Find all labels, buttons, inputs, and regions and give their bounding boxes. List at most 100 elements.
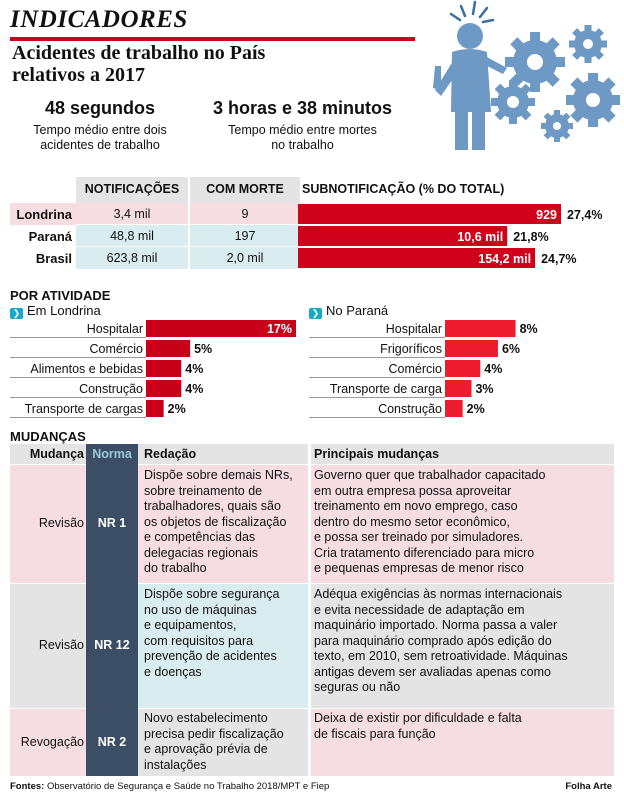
- subnotification-bar: [298, 204, 561, 224]
- text-line: trabalhadores, quais são: [144, 499, 281, 513]
- text-line: Dispõe sobre demais NRs,: [144, 468, 293, 482]
- changes-section-title: MUDANÇAS: [10, 429, 86, 444]
- activity-bar: [146, 320, 296, 337]
- source-note: Fontes: Observatório de Segurança e Saúd…: [10, 781, 329, 792]
- cell-notificacoes: 3,4 mil: [113, 207, 151, 221]
- stat-caption-line-1: Tempo médio entre dois: [33, 123, 167, 137]
- category-label: Hospitalar: [87, 322, 143, 336]
- row-label: Paraná: [28, 229, 72, 244]
- subnotification-bar: [298, 226, 508, 246]
- category-label: Transporte de carga: [330, 382, 442, 396]
- cell-redacao: Novo estabelecimento precisa pedir fiscal…: [144, 711, 284, 773]
- cell-mudanca: Revisão: [38, 516, 84, 530]
- bar-value-label: 10,6 mil: [457, 230, 503, 244]
- norma-column-bg: [86, 444, 138, 776]
- text-line: Cria tratamento diferenciado para micro: [314, 545, 535, 560]
- stat-value: 3 horas e 38 minutos: [212, 98, 393, 118]
- activity-bar: [146, 400, 164, 417]
- cell-norma: NR 12: [94, 638, 130, 652]
- col-header-redacao: Redação: [144, 447, 197, 461]
- bar-value-label: 6%: [502, 342, 520, 356]
- title-line-1: Acidentes de trabalho no País: [12, 42, 266, 64]
- cell-principais: Adéqua exigências às normas internaciona…: [314, 587, 568, 696]
- highlight-row-bg: [10, 203, 300, 225]
- stat-value: 48 segundos: [44, 98, 156, 118]
- header-row-bg: [10, 444, 614, 464]
- text-line: texto, em 2010, sem retroatividade. Máqu…: [314, 649, 568, 663]
- bar-value-label: 8%: [520, 322, 538, 336]
- category-label: Comércio: [389, 362, 443, 376]
- text-line: Novo estabelecimento: [144, 711, 268, 725]
- text-line: delegacias regionais: [144, 545, 258, 560]
- text-line: e evita necessidade de adaptação em: [314, 602, 525, 617]
- cell-mudanca: Revisão: [38, 638, 84, 652]
- text-line: e competências das: [144, 530, 256, 544]
- text-line: treinamento em novo emprego, caso: [314, 499, 518, 513]
- title-line-2: relativos a 2017: [12, 64, 145, 86]
- category-label: Construção: [79, 382, 143, 396]
- cell-com-morte: 2,0 mil: [226, 251, 264, 265]
- bar-percent-label: 27,4%: [567, 208, 602, 222]
- text-line: Adéqua exigências às normas internaciona…: [314, 587, 563, 601]
- text-line: de fiscais para função: [314, 726, 436, 741]
- subnotification-bars: 929 27,4% 10,6 mil 21,8% 154,2 mil 24,7%: [298, 204, 602, 268]
- row-divider: [76, 224, 300, 225]
- bar-percent-label: 24,7%: [541, 252, 576, 266]
- bar-value-label: 2%: [168, 402, 186, 416]
- activity-bar: [445, 400, 463, 417]
- text-line: para maquinário comprado após edição do: [314, 633, 552, 648]
- col-header-mudanca: Mudança: [29, 447, 84, 461]
- worker-gears-illustration: [433, 0, 620, 150]
- col-header-com-morte: COM MORTE: [206, 182, 284, 196]
- stat-block-accidents: 48 segundos Tempo médio entre dois acide…: [10, 98, 190, 153]
- activity-bar: [445, 340, 498, 357]
- category-label: Frigoríficos: [380, 342, 442, 356]
- category-label: Alimentos e bebidas: [30, 362, 143, 376]
- text-line: e possa ser treinado por simuladores.: [314, 530, 524, 544]
- cell-redacao: Dispõe sobre segurança no uso de máquinas…: [144, 587, 280, 680]
- text-line: em outra empresa possa aproveitar: [314, 483, 512, 498]
- cell-redacao: Dispõe sobre demais NRs, sobre treinament…: [144, 468, 293, 577]
- parana-chart-title: ❯ No Paraná: [309, 303, 388, 319]
- kicker-underline: [10, 37, 415, 41]
- cell-notificacoes: 623,8 mil: [106, 251, 158, 265]
- source-label: Fontes:: [10, 781, 45, 792]
- column-divider: [188, 177, 190, 269]
- section-kicker: INDICADORES: [10, 6, 188, 33]
- text-line: e aprovação prévia de: [144, 742, 268, 756]
- row-label: Londrina: [16, 207, 72, 222]
- text-line: Governo quer que trabalhador capacitado: [314, 468, 546, 482]
- bar-value-label: 5%: [194, 342, 212, 356]
- category-label: Comércio: [90, 342, 144, 356]
- gear-icon: [491, 25, 620, 142]
- summary-table: NOTIFICAÇÕES COM MORTE SUBNOTIFICAÇÃO (%…: [10, 177, 614, 269]
- cell-principais: Deixa de existir por dificuldade e falta…: [314, 711, 522, 742]
- row-label: Brasil: [35, 251, 72, 266]
- col-header-subnotificacao: SUBNOTIFICAÇÃO (% DO TOTAL): [302, 182, 505, 196]
- text-line: e pequenas empresas de menor risco: [314, 561, 524, 575]
- text-line: precisa pedir fiscalização: [144, 726, 284, 741]
- redacao-cell-bg: [138, 465, 308, 583]
- activity-bar: [445, 320, 516, 337]
- cell-norma: NR 1: [97, 516, 127, 530]
- text-line: sobre treinamento de: [144, 483, 263, 498]
- row-divider: [76, 246, 300, 247]
- text-line: com requisitos para: [144, 633, 254, 648]
- cell-com-morte: 197: [234, 229, 256, 243]
- bar-value-label: 17%: [267, 322, 292, 336]
- bar-value-label: 154,2 mil: [478, 252, 531, 266]
- text-line: dentro do mesmo setor econômico,: [314, 514, 510, 529]
- bar-value-label: 2%: [467, 402, 485, 416]
- chevron-right-icon: ❯: [309, 308, 322, 319]
- londrina-chart-title: ❯ Em Londrina: [10, 303, 101, 319]
- text-line: e doenças: [144, 664, 202, 679]
- col-header-notificacoes: NOTIFICAÇÕES: [84, 182, 180, 196]
- text-line: antigas devem ser avaliadas apenas como: [314, 664, 551, 679]
- bar-value-label: 929: [536, 208, 557, 222]
- activity-bar: [445, 360, 481, 377]
- cell-notificacoes: 48,8 mil: [110, 229, 154, 243]
- category-label: Transporte de cargas: [25, 402, 143, 416]
- col-header-norma: Norma: [92, 447, 132, 461]
- stat-caption-line-1: Tempo médio entre mortes: [228, 123, 377, 137]
- activity-bar: [146, 360, 182, 377]
